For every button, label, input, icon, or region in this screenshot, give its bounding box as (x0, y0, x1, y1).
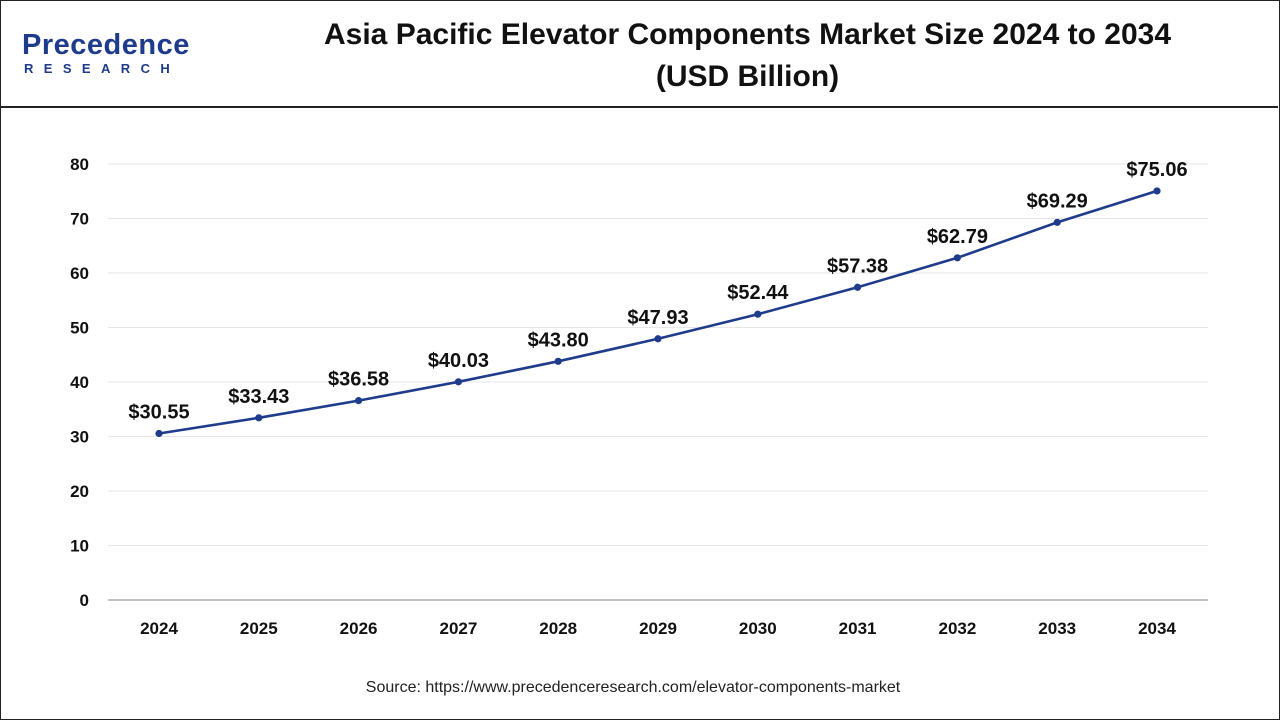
y-tick-label: 0 (80, 591, 89, 610)
grid-lines (108, 163, 1208, 546)
x-axis-ticks: 2024 2025 2026 2027 2028 2029 2030 2031 2032 2033… (140, 619, 1176, 638)
data-point (155, 429, 163, 438)
data-point (255, 414, 263, 422)
x-tick-label: 2027 (439, 619, 477, 638)
x-tick-label: 2024 (140, 619, 178, 638)
y-tick-label: 20 (70, 482, 89, 501)
brand-logo: Precedence RESEARCH (22, 30, 212, 82)
header: Precedence RESEARCH Asia Pacific Elevato… (0, 0, 1278, 108)
logo-subtitle: RESEARCH (24, 61, 181, 76)
source-note: Source: https://www.precedenceresearch.c… (0, 679, 1266, 697)
data-label: $40.03 (428, 350, 489, 372)
x-tick-label: 2029 (639, 619, 677, 638)
series-layer (155, 187, 1161, 438)
data-label: $57.38 (827, 255, 888, 277)
x-tick-label: 2025 (240, 619, 278, 638)
data-label: $36.58 (328, 369, 389, 391)
data-label: $43.80 (528, 329, 589, 351)
x-tick-label: 2030 (739, 619, 777, 638)
data-label: $47.93 (627, 307, 688, 329)
data-point (454, 378, 462, 386)
chart-title-line-2: (USD Billion) (655, 60, 840, 93)
y-tick-label: 70 (70, 210, 89, 229)
data-label: $75.06 (1126, 159, 1187, 181)
x-tick-label: 2031 (839, 619, 877, 638)
data-point (754, 310, 762, 318)
data-point (355, 397, 363, 405)
source-label: Source: (365, 679, 421, 696)
chart-title-line-1: Asia Pacific Elevator Components Market … (323, 18, 1172, 51)
y-axis-ticks: 0 10 20 30 40 50 60 70 80 (70, 155, 89, 610)
y-tick-label: 30 (70, 428, 89, 447)
y-tick-label: 50 (70, 319, 89, 338)
y-tick-label: 10 (70, 537, 89, 556)
data-label: $30.55 (128, 402, 189, 424)
x-tick-label: 2033 (1038, 619, 1076, 638)
logo-wordmark: Precedence (22, 29, 190, 61)
data-point (654, 335, 662, 343)
chart-title: Asia Pacific Elevator Components Market … (260, 14, 1235, 98)
data-point (554, 357, 562, 365)
y-tick-label: 60 (70, 264, 89, 283)
data-label: $33.43 (228, 386, 289, 408)
x-tick-label: 2026 (340, 619, 378, 638)
data-point (1053, 218, 1061, 226)
x-tick-label: 2034 (1138, 619, 1176, 638)
data-point (854, 283, 862, 291)
source-url[interactable]: https://www.precedenceresearch.com/eleva… (425, 679, 901, 696)
data-point (1153, 187, 1161, 195)
data-labels: $30.55 $33.43 $36.58 $40.03 $43.80 $47.93 $52.… (128, 159, 1187, 424)
data-point (953, 254, 962, 262)
x-tick-label: 2032 (938, 619, 976, 638)
data-label: $62.79 (927, 226, 988, 248)
data-label: $52.44 (727, 282, 789, 304)
y-tick-label: 40 (70, 373, 89, 392)
data-label: $69.29 (1027, 190, 1088, 212)
x-tick-label: 2028 (539, 619, 577, 638)
y-tick-label: 80 (70, 155, 89, 174)
